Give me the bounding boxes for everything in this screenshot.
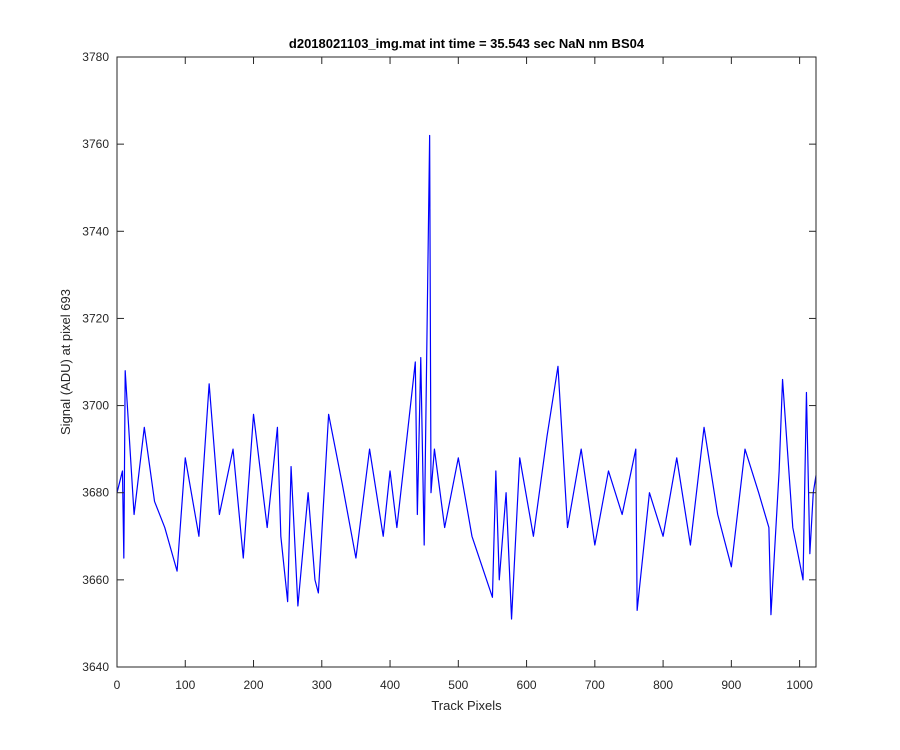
x-axis: 0 100 200 300 400 500 600 700 800 900 1000 [114, 57, 813, 692]
series-line-0 [116, 134, 817, 620]
x-tick-label: 500 [448, 678, 468, 692]
plot-area [117, 57, 816, 667]
y-axis: 3640 3660 3680 3700 3720 3740 3760 3780 [82, 50, 816, 674]
y-tick-label: 3780 [82, 50, 109, 64]
y-tick-label: 3680 [82, 486, 109, 500]
x-tick-label: 700 [585, 678, 605, 692]
y-tick-label: 3760 [82, 137, 109, 151]
data-layer [116, 134, 817, 620]
x-axis-label: Track Pixels [431, 698, 502, 713]
y-tick-label: 3740 [82, 224, 109, 238]
y-tick-label: 3640 [82, 660, 109, 674]
x-tick-label: 300 [312, 678, 332, 692]
x-tick-label: 600 [517, 678, 537, 692]
x-tick-label: 1000 [786, 678, 813, 692]
x-tick-label: 800 [653, 678, 673, 692]
y-tick-label: 3720 [82, 311, 109, 325]
chart-title: d2018021103_img.mat int time = 35.543 se… [289, 36, 645, 51]
axes-box [116, 56, 817, 668]
x-tick-label: 0 [114, 678, 121, 692]
y-tick-label: 3660 [82, 573, 109, 587]
x-tick-label: 400 [380, 678, 400, 692]
x-tick-label: 200 [244, 678, 264, 692]
x-tick-label: 100 [175, 678, 195, 692]
y-tick-label: 3700 [82, 399, 109, 413]
y-axis-label: Signal (ADU) at pixel 693 [58, 289, 73, 435]
x-tick-label: 900 [721, 678, 741, 692]
